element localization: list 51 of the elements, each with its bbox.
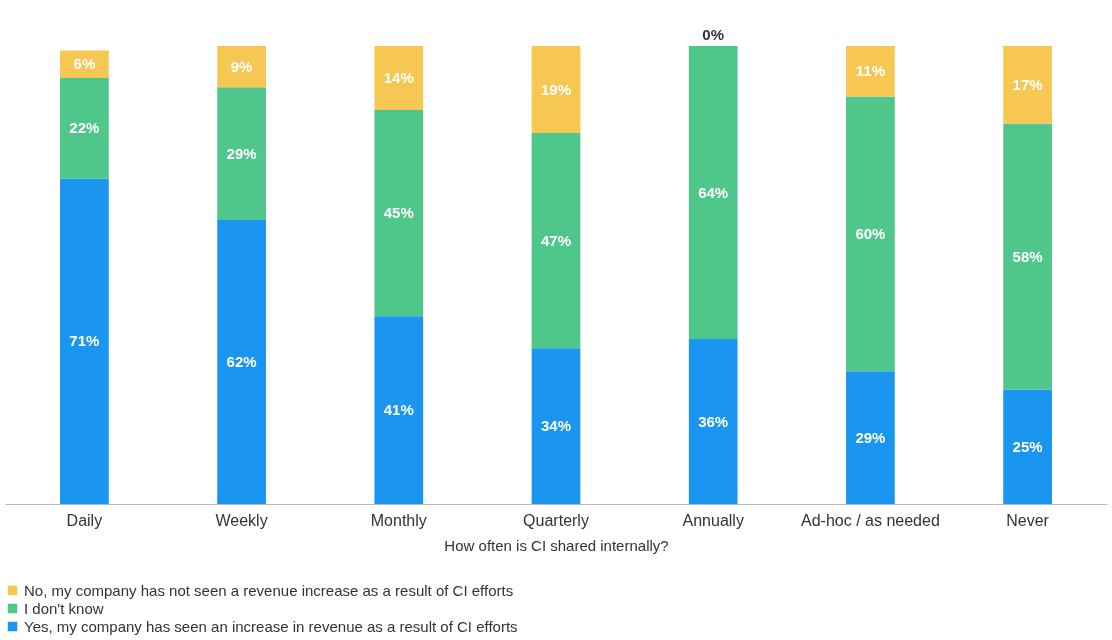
- data-label: 25%: [1012, 437, 1043, 455]
- data-label: 22%: [69, 119, 100, 137]
- data-label: 14%: [383, 69, 414, 87]
- data-label: 62%: [226, 353, 257, 371]
- x-tick-label: Ad-hoc / as needed: [801, 511, 940, 529]
- data-label: 9%: [230, 57, 253, 75]
- bar: [688, 339, 738, 504]
- bar: [1003, 46, 1052, 124]
- data-label: 17%: [1012, 75, 1043, 93]
- legend-label: I don't know: [24, 599, 104, 617]
- bar: [1003, 389, 1052, 504]
- bar: [217, 87, 266, 221]
- data-label: 0%: [702, 26, 725, 43]
- data-label: 34%: [540, 417, 572, 435]
- bar: [688, 46, 738, 340]
- x-tick-label: Quarterly: [523, 511, 589, 529]
- data-label: 47%: [540, 231, 572, 249]
- x-axis-title: How often is CI shared internally?: [444, 536, 669, 554]
- data-label: 45%: [383, 204, 414, 222]
- x-tick-label: Weekly: [215, 511, 268, 529]
- bar: [60, 178, 109, 504]
- data-label: 11%: [855, 62, 886, 80]
- bar: [217, 220, 266, 504]
- data-label: 58%: [1012, 247, 1043, 265]
- x-tick-label: Annually: [682, 511, 744, 529]
- legend-label: Yes, my company has seen an increase in revenue as a result of CI efforts: [24, 617, 518, 635]
- data-label: 19%: [540, 80, 572, 98]
- data-label: 41%: [383, 401, 414, 419]
- bar: [374, 316, 424, 504]
- data-label: 29%: [226, 144, 257, 162]
- bar: [846, 46, 895, 97]
- x-tick-label: Monthly: [370, 511, 427, 529]
- bar: [60, 78, 109, 179]
- bar: [846, 96, 895, 372]
- bar: [846, 371, 895, 504]
- x-tick-label: Never: [1006, 511, 1050, 529]
- bar: [374, 110, 424, 317]
- bar: [217, 46, 266, 88]
- bar: [531, 348, 581, 504]
- data-label: 64%: [698, 183, 729, 201]
- bar: [374, 46, 424, 111]
- legend-label: No, my company has not seen a revenue increase as a result of CI efforts: [24, 581, 514, 599]
- bar: [531, 46, 581, 134]
- bar: [1003, 123, 1052, 390]
- data-label: 71%: [69, 332, 100, 350]
- data-label: 29%: [855, 428, 886, 446]
- data-label: 36%: [698, 412, 729, 430]
- bar: [531, 133, 581, 349]
- data-label: 6%: [73, 55, 96, 73]
- x-tick-label: Daily: [66, 511, 103, 529]
- data-label: 60%: [855, 224, 886, 242]
